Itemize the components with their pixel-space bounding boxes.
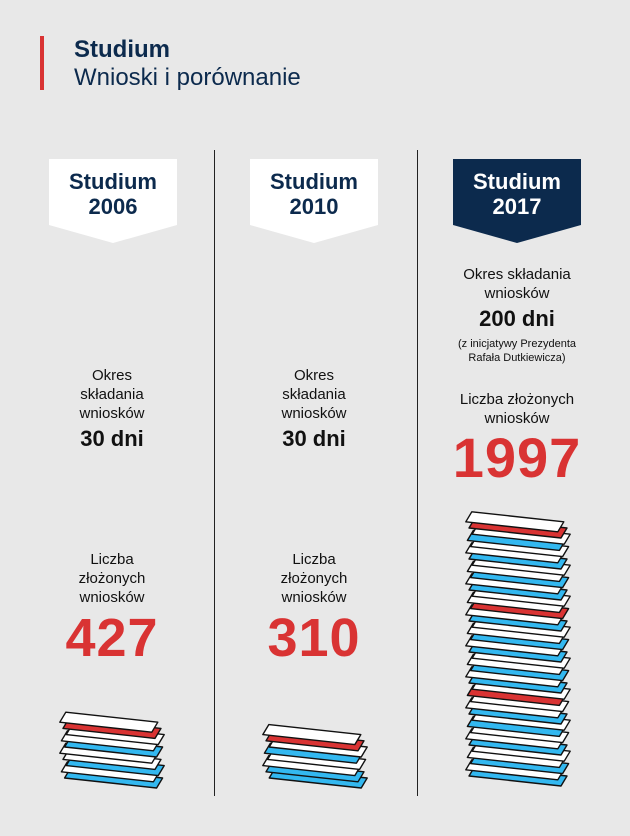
period-value: 200 dni — [479, 306, 555, 331]
paper-sheet — [59, 711, 159, 733]
badge-label: Studium — [69, 169, 157, 194]
count-label: Liczba złożonych wniosków — [280, 551, 348, 606]
paper-stack — [262, 723, 368, 789]
column-divider — [417, 150, 418, 796]
badge-label: Studium — [270, 169, 358, 194]
paper-sheet — [465, 511, 565, 533]
period-value: 30 dni — [80, 426, 144, 451]
column-divider — [214, 150, 215, 796]
page-title: Studium — [74, 36, 170, 63]
badge-year: 2006 — [88, 194, 138, 219]
badge-year: 2017 — [492, 194, 542, 219]
page-subtitle: Wnioski i porównanie — [74, 64, 301, 91]
count-value: 427 — [65, 608, 159, 668]
studium-badge: Studium 2006 — [49, 159, 177, 243]
period-label: Okres składania wniosków — [79, 367, 145, 422]
column-2006: Studium 2006 Okres składania wniosków 30 … — [0, 0, 214, 836]
header-accent-bar — [40, 36, 44, 90]
column-2017: Studium 2017 Okres składania wniosków 200… — [417, 0, 630, 836]
count-value: 1997 — [452, 426, 582, 489]
count-value: 310 — [267, 608, 361, 668]
period-note: (z inicjatywy Prezydenta Rafała Dutkiewi… — [458, 338, 576, 364]
badge-label: Studium — [473, 169, 561, 194]
count-label: Liczba złożonych wniosków — [459, 391, 575, 427]
column-2010: Studium 2010 Okres składania wniosków 30 … — [214, 0, 417, 836]
studium-badge: Studium 2017 — [453, 159, 581, 243]
period-label: Okres składania wniosków — [463, 266, 571, 302]
badge-year: 2010 — [289, 194, 339, 219]
paper-stack — [465, 511, 571, 787]
period-value: 30 dni — [282, 426, 346, 451]
paper-stack — [59, 711, 165, 789]
studium-badge: Studium 2010 — [250, 159, 378, 243]
count-label: Liczba złożonych wniosków — [78, 551, 146, 606]
paper-sheet — [262, 723, 362, 746]
period-label: Okres składania wniosków — [281, 367, 347, 422]
